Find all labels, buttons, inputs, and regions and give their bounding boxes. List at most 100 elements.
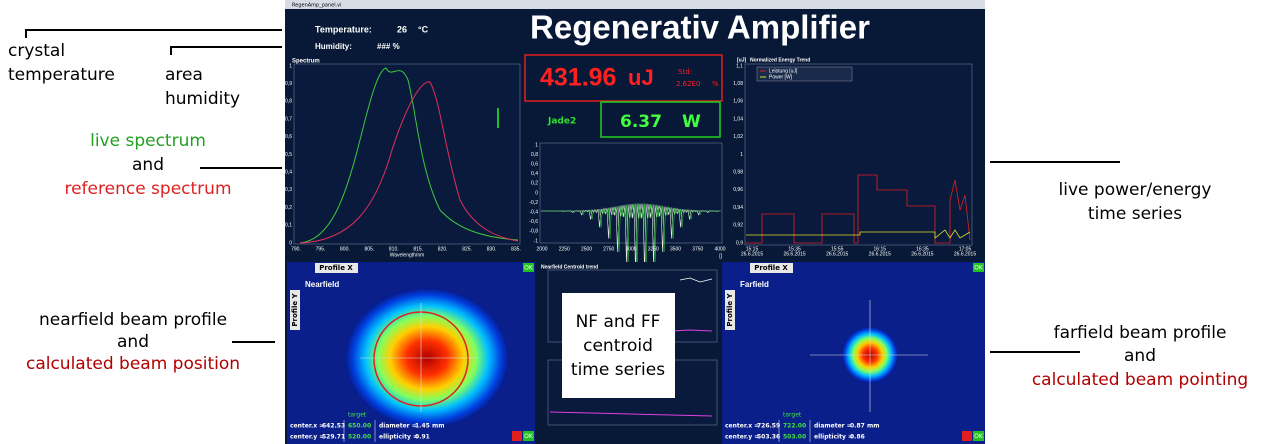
x-tick-label: 26.6.2015 bbox=[826, 251, 848, 257]
button-label[interactable]: Profile Y bbox=[291, 292, 299, 326]
x-tick-label: 810. bbox=[389, 246, 399, 252]
main-title: Regenerativ Amplifier bbox=[530, 9, 870, 46]
annotation: NF and FF bbox=[576, 312, 661, 332]
status bbox=[962, 431, 972, 441]
button-label[interactable]: Profile X bbox=[754, 264, 788, 272]
y-tick-label: 1 bbox=[535, 142, 538, 148]
x-tick-label: 820. bbox=[438, 246, 448, 252]
plot-area bbox=[294, 64, 520, 244]
annotation: temperature bbox=[8, 65, 115, 85]
annotation: and bbox=[132, 155, 164, 175]
target-y: 520.00 bbox=[348, 434, 371, 441]
target-x: 650.00 bbox=[348, 423, 371, 430]
annotation: reference spectrum bbox=[64, 179, 231, 199]
x-tick-label: 3250 bbox=[648, 246, 659, 252]
y-tick-label: 0,9 bbox=[285, 81, 292, 87]
power-unit: W bbox=[682, 112, 701, 132]
annotation: time series bbox=[571, 360, 665, 380]
plot-area bbox=[540, 143, 722, 243]
energy-value: 431.96 bbox=[540, 64, 616, 92]
y-tick-label: 1,02 bbox=[733, 134, 743, 140]
legend-entry: Power [W] bbox=[769, 74, 793, 80]
x-tick-label: 26.6.2015 bbox=[954, 251, 976, 257]
x-tick-label: 2750 bbox=[603, 246, 614, 252]
y-tick-label: -1 bbox=[534, 238, 539, 244]
unit: °C bbox=[418, 24, 429, 34]
y-tick-label: 1,1 bbox=[736, 63, 743, 69]
annotation: and bbox=[117, 332, 149, 352]
status-label: OK bbox=[524, 433, 534, 440]
x-tick-label: 805. bbox=[364, 246, 374, 252]
y-tick-label: 0,6 bbox=[285, 134, 292, 140]
diameter: 1.45 bbox=[415, 423, 430, 430]
annotation: centroid bbox=[583, 336, 653, 356]
y-tick-label: 0,2 bbox=[285, 205, 292, 211]
y-tick-label: -0,8 bbox=[529, 229, 538, 235]
y-tick-label: 0,98 bbox=[733, 170, 743, 176]
y-tick-label: 1,04 bbox=[733, 116, 743, 122]
plot-area bbox=[745, 64, 972, 245]
x-tick-label: 790. bbox=[291, 246, 301, 252]
y-tick-label: -0,4 bbox=[529, 210, 538, 216]
annotation: farfield beam profile bbox=[1054, 323, 1227, 343]
std-label: Std: bbox=[678, 68, 692, 76]
diameter-label: diameter = bbox=[814, 423, 852, 430]
x-tick-label: 2500 bbox=[581, 246, 592, 252]
y-tick-label: 1 bbox=[740, 152, 743, 158]
annotation: time series bbox=[1088, 204, 1182, 224]
y-tick-label: 0,96 bbox=[733, 187, 743, 193]
leader bbox=[171, 47, 282, 55]
view-title: Nearfield bbox=[305, 280, 339, 289]
x-tick-label: 800. bbox=[340, 246, 350, 252]
status-label: OK bbox=[974, 265, 984, 272]
annotation: crystal bbox=[8, 41, 65, 61]
view-title: Farfield bbox=[740, 280, 769, 289]
label: Temperature: bbox=[315, 24, 372, 34]
target-x: 722.00 bbox=[783, 423, 806, 430]
annotation: nearfield beam profile bbox=[39, 310, 227, 330]
diameter-unit: mm bbox=[432, 423, 445, 430]
button-label[interactable]: Profile Y bbox=[726, 292, 734, 326]
x-tick-label: 815. bbox=[413, 246, 423, 252]
diameter: 0.87 bbox=[850, 423, 865, 430]
value: 26 bbox=[397, 24, 407, 34]
y-tick-label: 0,4 bbox=[531, 171, 538, 177]
y-tick-label: 0 bbox=[535, 190, 538, 196]
std-unit: % bbox=[712, 80, 719, 88]
status bbox=[512, 431, 522, 441]
x-tick-label: 795. bbox=[316, 246, 326, 252]
y-tick-label: 0,4 bbox=[285, 170, 292, 176]
center-x: 642.53 bbox=[322, 423, 345, 430]
center-y: 503.36 bbox=[757, 434, 780, 441]
center-x-label: center.x = bbox=[290, 423, 324, 430]
annotation: calculated beam pointing bbox=[1032, 370, 1248, 390]
button-label[interactable]: Profile X bbox=[319, 264, 353, 272]
x-tick-label: 2250 bbox=[559, 246, 570, 252]
status-label: OK bbox=[524, 265, 534, 272]
target-label: target bbox=[348, 412, 367, 419]
y-tick-label: -0,2 bbox=[529, 200, 538, 206]
annotation: live spectrum bbox=[90, 131, 206, 151]
x-tick-label: 26.6.2015 bbox=[741, 251, 763, 257]
center-x: 726.59 bbox=[757, 423, 780, 430]
y-tick-label: 1 bbox=[289, 63, 292, 69]
y-tick-label: 0,1 bbox=[285, 223, 292, 229]
leader bbox=[26, 30, 282, 38]
x-tick-label: 3000 bbox=[625, 246, 636, 252]
laser-name: Jade2 bbox=[547, 117, 576, 127]
x-tick-label: 3500 bbox=[670, 246, 681, 252]
energy-unit: uJ bbox=[628, 65, 654, 90]
y-tick-label: 0,94 bbox=[733, 205, 743, 211]
y-tick-label: -0,6 bbox=[529, 219, 538, 225]
target-y: 503.00 bbox=[783, 434, 806, 441]
ellipticity-label: ellipticity = bbox=[814, 434, 853, 441]
value: ### % bbox=[377, 42, 400, 51]
axis-label: Wavelength/nm bbox=[390, 252, 425, 258]
annotation: and bbox=[1124, 346, 1156, 366]
label: Humidity: bbox=[315, 42, 352, 51]
y-tick-label: 0,5 bbox=[285, 152, 292, 158]
x-tick-label: 4000 bbox=[714, 246, 725, 252]
x-tick-label: 3750 bbox=[692, 246, 703, 252]
annotation: area bbox=[165, 65, 203, 85]
y-tick-label: 0,7 bbox=[285, 116, 292, 122]
